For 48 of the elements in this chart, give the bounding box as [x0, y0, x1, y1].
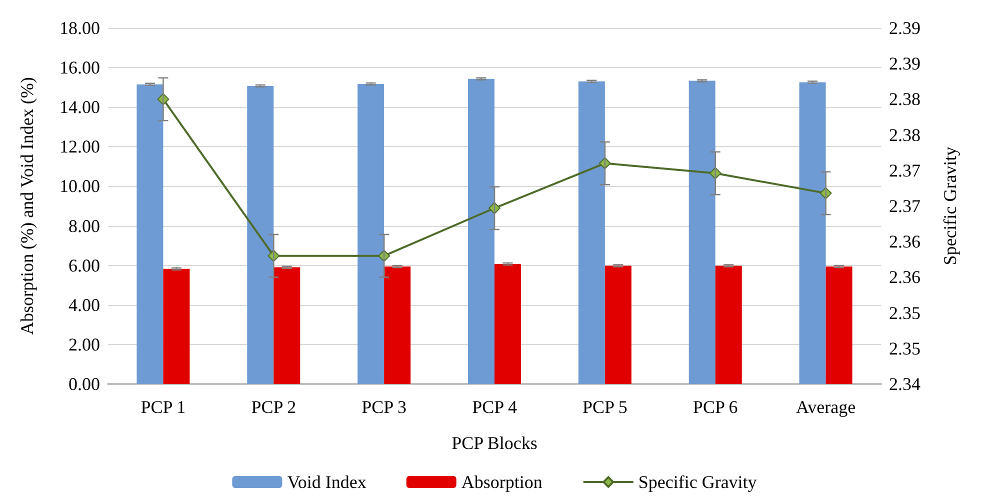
bar: [247, 86, 274, 384]
y2-tick-label: 2.36: [889, 232, 920, 252]
x-tick-label: PCP 6: [692, 397, 738, 417]
bar: [358, 84, 384, 384]
y2-tick-label: 2.38: [889, 124, 920, 145]
y-tick-label: 12.00: [60, 136, 100, 157]
y2-tick-label: 2.39: [889, 54, 920, 74]
bar: [578, 81, 605, 384]
y2-tick-label: 2.39: [889, 18, 920, 38]
x-tick-label: PCP 4: [472, 397, 517, 417]
x-axis-title: PCP Blocks: [452, 433, 538, 453]
y2-tick-label: 2.37: [889, 196, 920, 216]
y2-tick-label: 2.35: [889, 302, 920, 323]
y-tick-label: 0.00: [68, 374, 100, 394]
legend-label: Absorption: [461, 472, 542, 492]
y-tick-label: 2.00: [68, 334, 100, 354]
y2-tick-label: 2.37: [889, 160, 920, 180]
bar: [384, 266, 411, 384]
bar: [274, 267, 300, 384]
y-tick-label: 6.00: [68, 255, 100, 276]
x-tick-label: PCP 3: [362, 397, 406, 417]
y-tick-label: 16.00: [60, 58, 100, 78]
bar: [494, 264, 522, 384]
y-tick-label: 14.00: [60, 97, 100, 118]
bar: [604, 266, 632, 384]
y-tick-label: 18.00: [60, 18, 100, 38]
bar: [136, 84, 164, 384]
bar: [826, 266, 852, 384]
y-tick-label: 4.00: [68, 294, 100, 315]
x-tick-label: PCP 2: [251, 397, 296, 417]
x-tick-label: Average: [796, 397, 856, 417]
y2-tick-label: 2.36: [889, 267, 920, 288]
x-tick-label: PCP 5: [582, 397, 628, 417]
y2-tick-label: 2.38: [889, 89, 920, 110]
legend-label: Void Index: [287, 472, 366, 492]
bar: [799, 82, 826, 384]
bar: [715, 266, 742, 384]
x-tick-label: PCP 1: [140, 397, 186, 417]
legend-label: Specific Gravity: [638, 472, 757, 492]
bar: [688, 80, 716, 384]
y2-tick-label: 2.35: [889, 338, 920, 358]
bar: [468, 78, 494, 384]
y2-tick-label: 2.34: [889, 374, 920, 394]
y-axis-title: Absorption (%) and Void Index (%): [17, 77, 37, 335]
y-tick-label: 8.00: [68, 216, 100, 236]
y-tick-label: 10.00: [60, 176, 100, 196]
y2-axis-title: Specific Gravity: [940, 146, 960, 266]
bar: [163, 268, 190, 384]
